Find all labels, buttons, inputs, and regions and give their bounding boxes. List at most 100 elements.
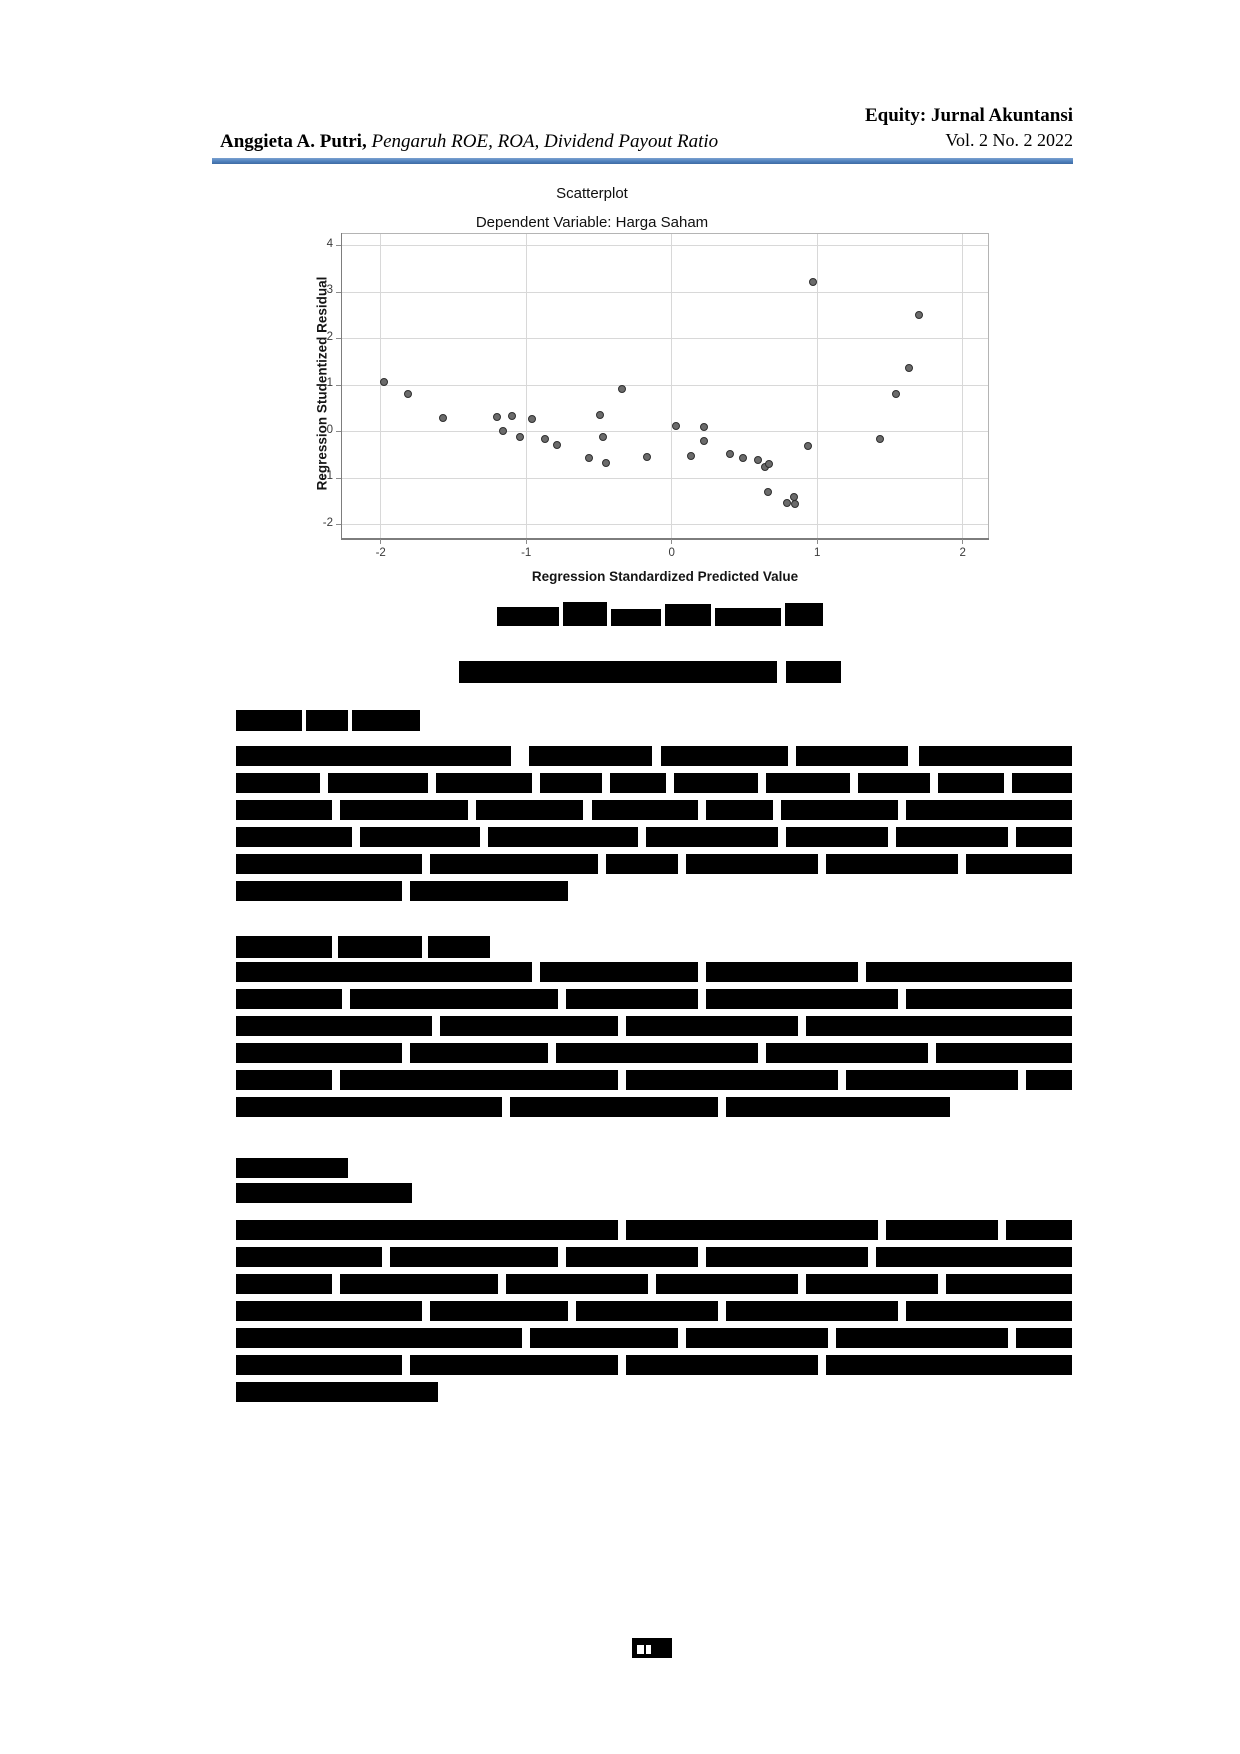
scatter-point xyxy=(765,460,774,469)
journal-name: Equity: Jurnal Akuntansi xyxy=(864,105,1073,126)
paragraph-line-redacted xyxy=(236,962,532,982)
x-tick-label: -2 xyxy=(375,547,386,559)
paragraph-line-redacted xyxy=(236,1301,422,1321)
paragraph-line-redacted xyxy=(906,1301,1072,1321)
paragraph-line-redacted xyxy=(236,881,402,901)
scatter-point xyxy=(642,452,651,461)
paragraph-line-redacted xyxy=(236,1070,332,1090)
scatter-point xyxy=(763,487,772,496)
scatter-point xyxy=(552,441,561,450)
scatter-point xyxy=(498,427,507,436)
figure-caption-redacted xyxy=(785,603,823,626)
scatter-point xyxy=(891,390,900,399)
paragraph-line-redacted xyxy=(1026,1070,1072,1090)
gridline-y xyxy=(341,431,989,433)
paragraph-line-redacted xyxy=(1016,1328,1072,1348)
x-tick xyxy=(380,539,382,544)
paragraph-line-redacted xyxy=(340,800,468,820)
paragraph-line-redacted xyxy=(626,1070,838,1090)
scatter-point xyxy=(493,413,502,422)
page-number-glyph xyxy=(637,1645,644,1654)
paragraph-line-redacted xyxy=(236,1220,618,1240)
x-axis-title: Regression Standardized Predicted Value xyxy=(531,569,799,584)
paragraph-line-redacted xyxy=(360,827,480,847)
scatter-point xyxy=(528,415,537,424)
paragraph-line-redacted xyxy=(706,800,773,820)
paragraph-line-redacted xyxy=(626,1220,878,1240)
paragraph-line-redacted xyxy=(1012,773,1072,793)
paragraph-line-redacted xyxy=(836,1328,1008,1348)
paragraph-line-redacted xyxy=(476,800,583,820)
paragraph-line-redacted xyxy=(566,989,698,1009)
paragraph-line-redacted xyxy=(656,1274,798,1294)
paragraph-line-redacted xyxy=(806,1016,1072,1036)
paragraph-line-redacted xyxy=(1016,827,1072,847)
paragraph-line-redacted xyxy=(610,773,666,793)
scatter-point xyxy=(599,433,608,442)
chart-subtitle: Dependent Variable: Harga Saham xyxy=(475,214,709,231)
y-axis-line xyxy=(341,233,342,539)
paragraph-line-redacted xyxy=(826,1355,1072,1375)
paragraph-line-redacted xyxy=(606,854,678,874)
paragraph-line-redacted xyxy=(896,827,1008,847)
paragraph-line-redacted xyxy=(626,1016,798,1036)
scatter-point xyxy=(791,499,800,508)
running-head: Anggieta A. Putri, Pengaruh ROE, ROA, Di… xyxy=(220,131,718,153)
paragraph-line-redacted xyxy=(529,746,652,766)
paragraph-line-redacted xyxy=(236,1328,522,1348)
gridline-y xyxy=(341,291,989,293)
y-tick xyxy=(336,477,341,479)
header-rule xyxy=(212,158,1073,164)
scatter-point xyxy=(686,451,695,460)
x-axis-line xyxy=(341,538,989,540)
paragraph-line-redacted xyxy=(328,773,428,793)
author-name: Anggieta A. Putri, xyxy=(220,131,367,152)
gridline-y xyxy=(341,384,989,386)
paragraph-line-redacted xyxy=(726,1097,950,1117)
y-tick-label: 1 xyxy=(326,377,333,390)
scatter-point xyxy=(541,434,550,443)
paragraph-line-redacted xyxy=(506,1274,648,1294)
x-tick-label: 1 xyxy=(813,547,821,559)
paragraph-line-redacted xyxy=(592,800,698,820)
paragraph-line-redacted xyxy=(556,1043,758,1063)
y-tick xyxy=(336,431,341,433)
paragraph-line-redacted xyxy=(236,1382,438,1402)
scatter-point xyxy=(699,436,708,445)
paragraph-line-redacted xyxy=(566,1247,698,1267)
page-number-glyph xyxy=(646,1645,651,1654)
section-heading-redacted xyxy=(338,936,422,958)
scatter-point xyxy=(782,498,791,507)
scatter-point xyxy=(915,311,924,320)
figure-caption-redacted xyxy=(563,602,607,626)
paragraph-line-redacted xyxy=(786,827,888,847)
paragraph-line-redacted xyxy=(236,1043,402,1063)
paragraph-line-redacted xyxy=(236,800,332,820)
figure-caption-redacted xyxy=(715,608,781,626)
paragraph-line-redacted xyxy=(906,989,1072,1009)
paragraph-line-redacted xyxy=(646,827,778,847)
gridline-x xyxy=(962,233,964,539)
y-tick xyxy=(336,338,341,340)
figure-caption-redacted xyxy=(611,609,661,626)
paragraph-line-redacted xyxy=(766,773,850,793)
scatter-point xyxy=(808,277,817,286)
scatter-point xyxy=(699,423,708,432)
paragraph-line-redacted xyxy=(906,800,1072,820)
paragraph-line-redacted xyxy=(886,1220,998,1240)
paragraph-line-redacted xyxy=(436,773,532,793)
paragraph-line-redacted xyxy=(510,1097,718,1117)
paragraph-line-redacted xyxy=(806,1274,938,1294)
paragraph-line-redacted xyxy=(488,827,638,847)
paragraph-line-redacted xyxy=(236,1274,332,1294)
scatter-point xyxy=(379,378,388,387)
x-tick-label: -1 xyxy=(521,547,532,559)
y-tick-label: -1 xyxy=(322,470,333,483)
paragraph-line-redacted xyxy=(236,1355,402,1375)
x-tick xyxy=(962,539,964,544)
journal-volume: Vol. 2 No. 2 2022 xyxy=(945,130,1073,150)
subheading-redacted xyxy=(236,1158,348,1178)
paragraph-line-redacted xyxy=(938,773,1004,793)
plot-area xyxy=(341,233,989,539)
paragraph-line-redacted xyxy=(236,989,342,1009)
